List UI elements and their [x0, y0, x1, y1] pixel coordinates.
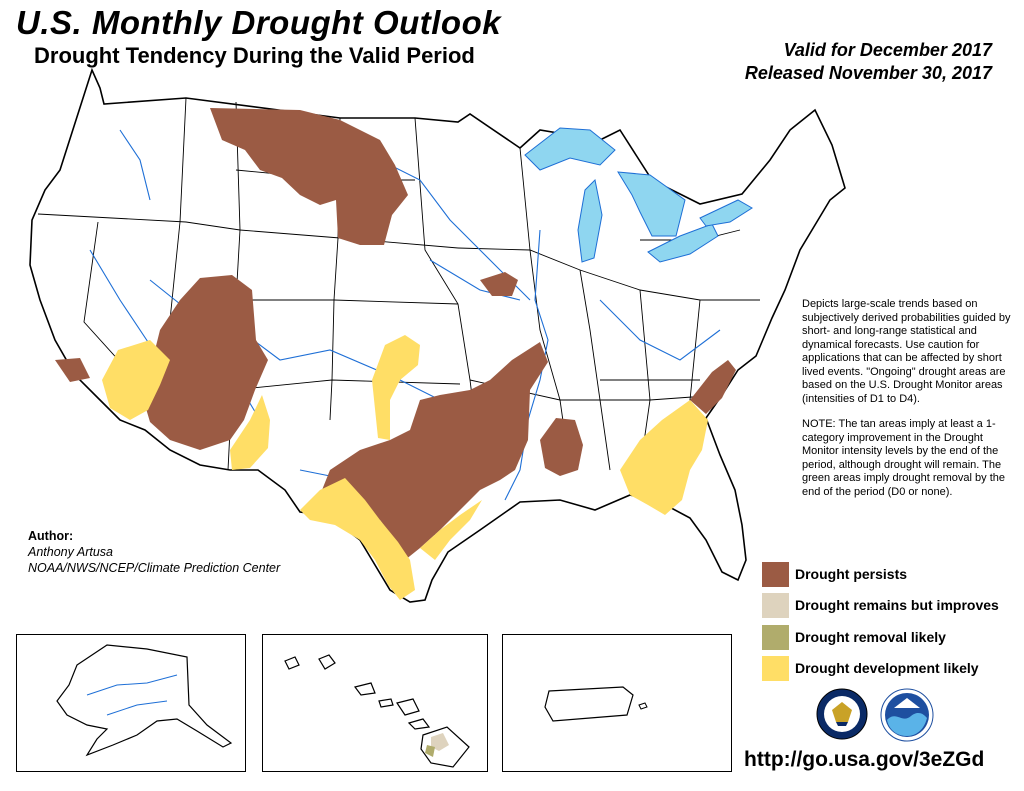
legend-swatch-removal — [762, 625, 789, 650]
legend-label-persists: Drought persists — [795, 566, 908, 582]
noaa-logo-icon — [880, 688, 934, 742]
alaska-map — [56, 644, 233, 757]
legend-item-improves: Drought remains but improves — [762, 593, 1024, 619]
map-description: Depicts large-scale trends based on subj… — [802, 298, 1016, 511]
hawaii-map — [284, 654, 470, 768]
legend-label-improves: Drought remains but improves — [795, 597, 999, 613]
valid-period: Valid for December 2017 — [783, 40, 992, 60]
newmexico-development — [230, 395, 270, 470]
gulf-development — [420, 500, 482, 560]
author-block: Author: Anthony Artusa NOAA/NWS/NCEP/Cli… — [28, 528, 280, 576]
lower-mississippi-persists — [540, 418, 583, 476]
carolinas-persists — [690, 360, 736, 414]
puerto-rico-map — [544, 686, 648, 722]
great-lakes — [524, 127, 753, 263]
drought-persists-areas — [55, 108, 736, 560]
validity-block: Valid for December 2017 Released Novembe… — [745, 39, 992, 85]
rivers — [89, 129, 721, 541]
legend-swatch-improves — [762, 593, 789, 618]
iowa-persists — [480, 272, 518, 296]
legend-item-development: Drought development likely — [762, 656, 1024, 682]
legend-swatch-persists — [762, 562, 789, 587]
drought-development-areas — [102, 335, 708, 600]
northern-plains-persists — [210, 108, 408, 245]
southwest-persists — [142, 275, 268, 450]
legend-label-development: Drought development likely — [795, 660, 979, 676]
hawaii-inset — [262, 634, 488, 772]
map-subtitle: Drought Tendency During the Valid Period — [34, 43, 475, 68]
release-date: Released November 30, 2017 — [744, 63, 992, 83]
description-paragraph: Depicts large-scale trends based on subj… — [802, 298, 1011, 405]
author-organization: NOAA/NWS/NCEP/Climate Prediction Center — [28, 561, 281, 575]
map-title: U.S. Monthly Drought Outlook — [16, 4, 502, 41]
texas-development — [300, 478, 415, 600]
legend-swatch-development — [762, 656, 789, 681]
legend-label-removal: Drought removal likely — [795, 629, 946, 645]
arizona-development — [102, 340, 170, 420]
doc-seal-icon — [816, 688, 868, 740]
legend-item-persists: Drought persists — [762, 562, 1024, 588]
product-url[interactable]: http://go.usa.gov/3eZGd — [744, 748, 985, 771]
author-name: Anthony Artusa — [28, 545, 114, 559]
legend-item-removal: Drought removal likely — [762, 625, 1024, 651]
oklahoma-development — [372, 335, 420, 440]
california-persists — [55, 358, 90, 382]
southeast-development — [620, 400, 708, 515]
alaska-inset — [16, 634, 246, 772]
author-label: Author: — [28, 529, 74, 543]
southern-plains-persists — [320, 342, 548, 560]
puerto-rico-inset — [502, 634, 732, 772]
description-note: NOTE: The tan areas imply at least a 1-c… — [802, 418, 1005, 498]
